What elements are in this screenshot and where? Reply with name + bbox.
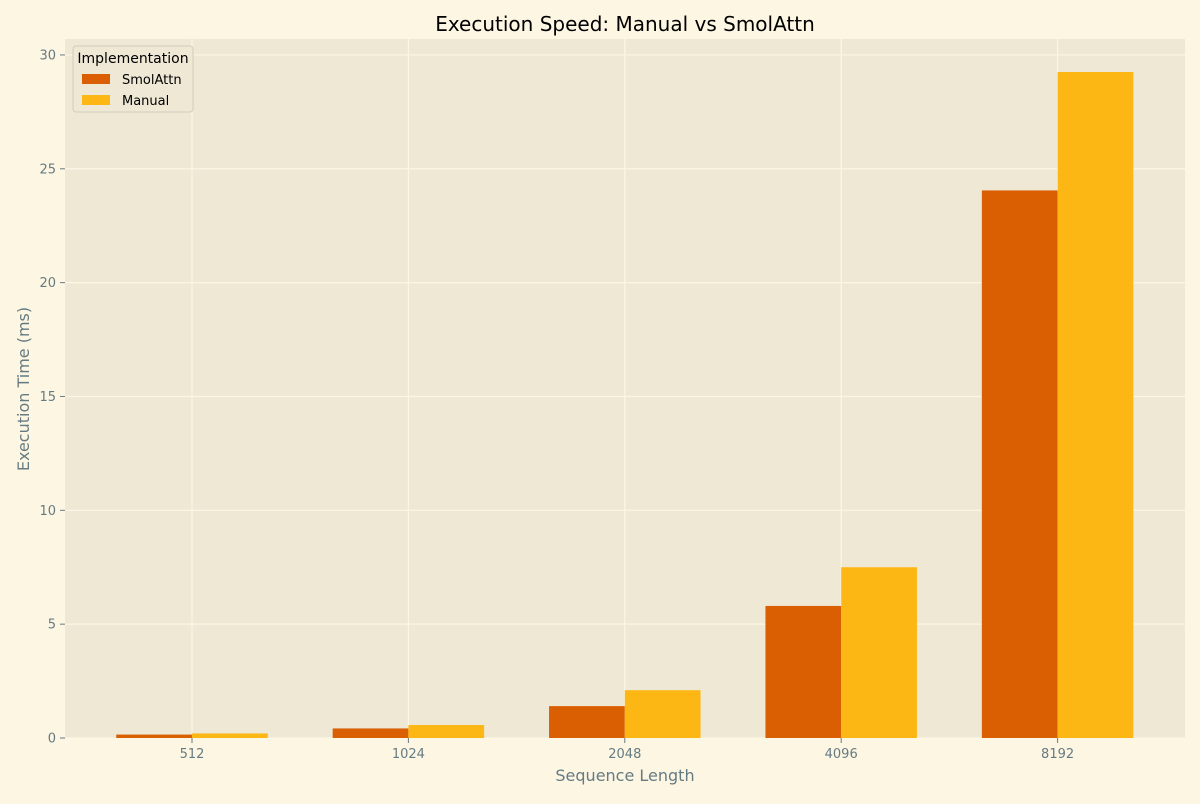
bars	[116, 72, 1134, 739]
x-tick-label: 1024	[392, 747, 425, 762]
x-tick-label: 4096	[825, 747, 858, 762]
y-tick-label: 20	[39, 276, 56, 291]
y-tick-label: 10	[39, 504, 56, 519]
chart-title: Execution Speed: Manual vs SmolAttn	[435, 12, 815, 36]
x-tick-label: 8192	[1041, 747, 1074, 762]
legend: Implementation SmolAttn Manual	[72, 45, 194, 113]
axes: 0 5 10 15 20 25 30 512 1024 2048 4096 8192	[39, 48, 1074, 762]
x-axis-label: Sequence Length	[555, 766, 694, 785]
bar-smolattn-1024	[332, 728, 409, 738]
y-tick-label: 25	[39, 162, 56, 177]
y-tick-label: 15	[39, 390, 56, 405]
legend-swatch-smolattn	[82, 74, 110, 84]
y-tick-label: 30	[39, 48, 56, 63]
bar-manual-2048	[624, 690, 701, 738]
bar-smolattn-512	[116, 734, 192, 738]
bar-manual-1024	[408, 725, 485, 738]
x-tick-label: 2048	[608, 747, 641, 762]
y-tick-label: 0	[48, 732, 56, 747]
legend-label-manual: Manual	[122, 94, 169, 109]
bar-smolattn-4096	[765, 605, 842, 738]
y-axis-label: Execution Time (ms)	[14, 307, 33, 471]
y-tick-label: 5	[48, 618, 56, 633]
x-tick-label: 512	[180, 747, 205, 762]
bar-manual-8192	[1057, 72, 1134, 739]
bar-manual-512	[192, 733, 268, 738]
legend-swatch-manual	[82, 95, 110, 105]
bar-smolattn-2048	[549, 706, 625, 738]
legend-title: Implementation	[77, 51, 188, 67]
legend-label-smolattn: SmolAttn	[122, 73, 182, 88]
bar-manual-4096	[841, 567, 917, 738]
bar-smolattn-8192	[981, 190, 1058, 738]
